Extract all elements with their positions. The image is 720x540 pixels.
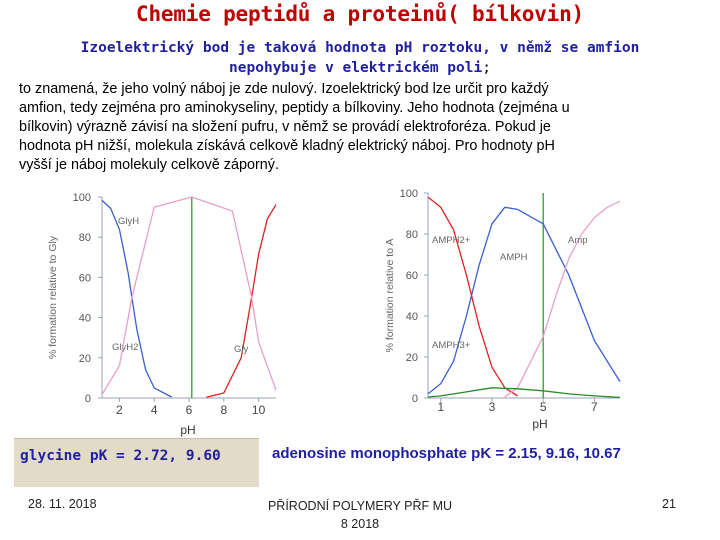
x-axis-label: pH bbox=[532, 417, 547, 431]
series-label: AMPH2+ bbox=[432, 235, 471, 246]
y-tick-label: 0 bbox=[412, 393, 418, 405]
paragraph-line: hodnota pH nižší, molekula získává celko… bbox=[19, 138, 555, 154]
series-label: AMPH3+ bbox=[432, 340, 471, 351]
body-paragraph: to znamená, že jeho volný náboj je zde n… bbox=[19, 80, 707, 175]
paragraph-line: to znamená, že jeho volný náboj je zde n… bbox=[19, 81, 549, 97]
paragraph-line: amfion, tedy zejména pro aminokyseliny, … bbox=[19, 100, 570, 116]
series-line bbox=[206, 204, 277, 398]
y-tick-label: 100 bbox=[400, 188, 418, 200]
x-tick-label: 1 bbox=[437, 400, 444, 414]
series-line bbox=[504, 200, 621, 398]
subtitle-semicolon: ; bbox=[482, 60, 491, 76]
subtitle-line-2-text: nepohybuje v elektrickém poli bbox=[229, 60, 483, 76]
y-axis-label: % formation relative to A bbox=[384, 239, 396, 353]
series-label: GlyH2 bbox=[112, 342, 138, 353]
series-label: Amp bbox=[568, 235, 588, 246]
slide-title: Chemie peptidů a proteinů( bílkovin) bbox=[136, 2, 584, 26]
footer-page-number: 21 bbox=[662, 497, 676, 511]
subtitle-line-2: nepohybuje v elektrickém poli; bbox=[10, 58, 710, 78]
y-axis-label: % formation relative to Gly bbox=[47, 235, 59, 359]
footer-course: PŘÍRODNÍ POLYMERY PŘF MU 8 2018 bbox=[230, 497, 490, 533]
series-line bbox=[427, 206, 621, 395]
y-tick-label: 20 bbox=[406, 352, 418, 364]
y-tick-label: 40 bbox=[79, 313, 91, 325]
footer-course-line-2: 8 2018 bbox=[340, 517, 380, 531]
x-tick-label: 6 bbox=[186, 403, 193, 417]
y-tick-label: 80 bbox=[79, 232, 91, 244]
x-tick-label: 7 bbox=[591, 400, 598, 414]
series-line bbox=[427, 196, 518, 397]
series-line bbox=[101, 196, 277, 395]
footer-course-line-1: PŘÍRODNÍ POLYMERY PŘF MU bbox=[267, 499, 453, 513]
y-tick-label: 60 bbox=[406, 270, 418, 282]
series-label: AMPH bbox=[500, 252, 528, 263]
glycine-pk-label: glycine pK = 2.72, 9.60 bbox=[20, 448, 221, 464]
series-line bbox=[101, 199, 172, 398]
paragraph-line: bílkovin) výrazně závisí na složení pufr… bbox=[19, 119, 551, 135]
y-tick-label: 0 bbox=[85, 393, 91, 405]
series-line bbox=[427, 387, 621, 399]
y-tick-label: 40 bbox=[406, 311, 418, 323]
x-tick-label: 5 bbox=[540, 400, 547, 414]
x-tick-label: 2 bbox=[116, 403, 123, 417]
paragraph-line: vyšší je náboj molekuly celkově záporný. bbox=[19, 157, 279, 173]
series-label: Gly bbox=[234, 344, 249, 355]
x-tick-label: 8 bbox=[220, 403, 227, 417]
y-tick-label: 60 bbox=[79, 272, 91, 284]
x-tick-label: 4 bbox=[151, 403, 158, 417]
footer-date: 28. 11. 2018 bbox=[28, 497, 97, 511]
y-tick-label: 20 bbox=[79, 353, 91, 365]
x-axis-label: pH bbox=[180, 423, 195, 437]
x-tick-label: 3 bbox=[489, 400, 496, 414]
subtitle-line-1: Izoelektrický bod je taková hodnota pH r… bbox=[80, 40, 640, 56]
amp-pk-label: adenosine monophosphate pK = 2.15, 9.16,… bbox=[272, 445, 621, 462]
subtitle: Izoelektrický bod je taková hodnota pH r… bbox=[10, 38, 710, 78]
x-tick-label: 10 bbox=[252, 403, 266, 417]
series-label: GlyH bbox=[118, 216, 139, 227]
y-tick-label: 100 bbox=[73, 192, 91, 204]
y-tick-label: 80 bbox=[406, 229, 418, 241]
glycine-highlight-box bbox=[14, 438, 259, 487]
